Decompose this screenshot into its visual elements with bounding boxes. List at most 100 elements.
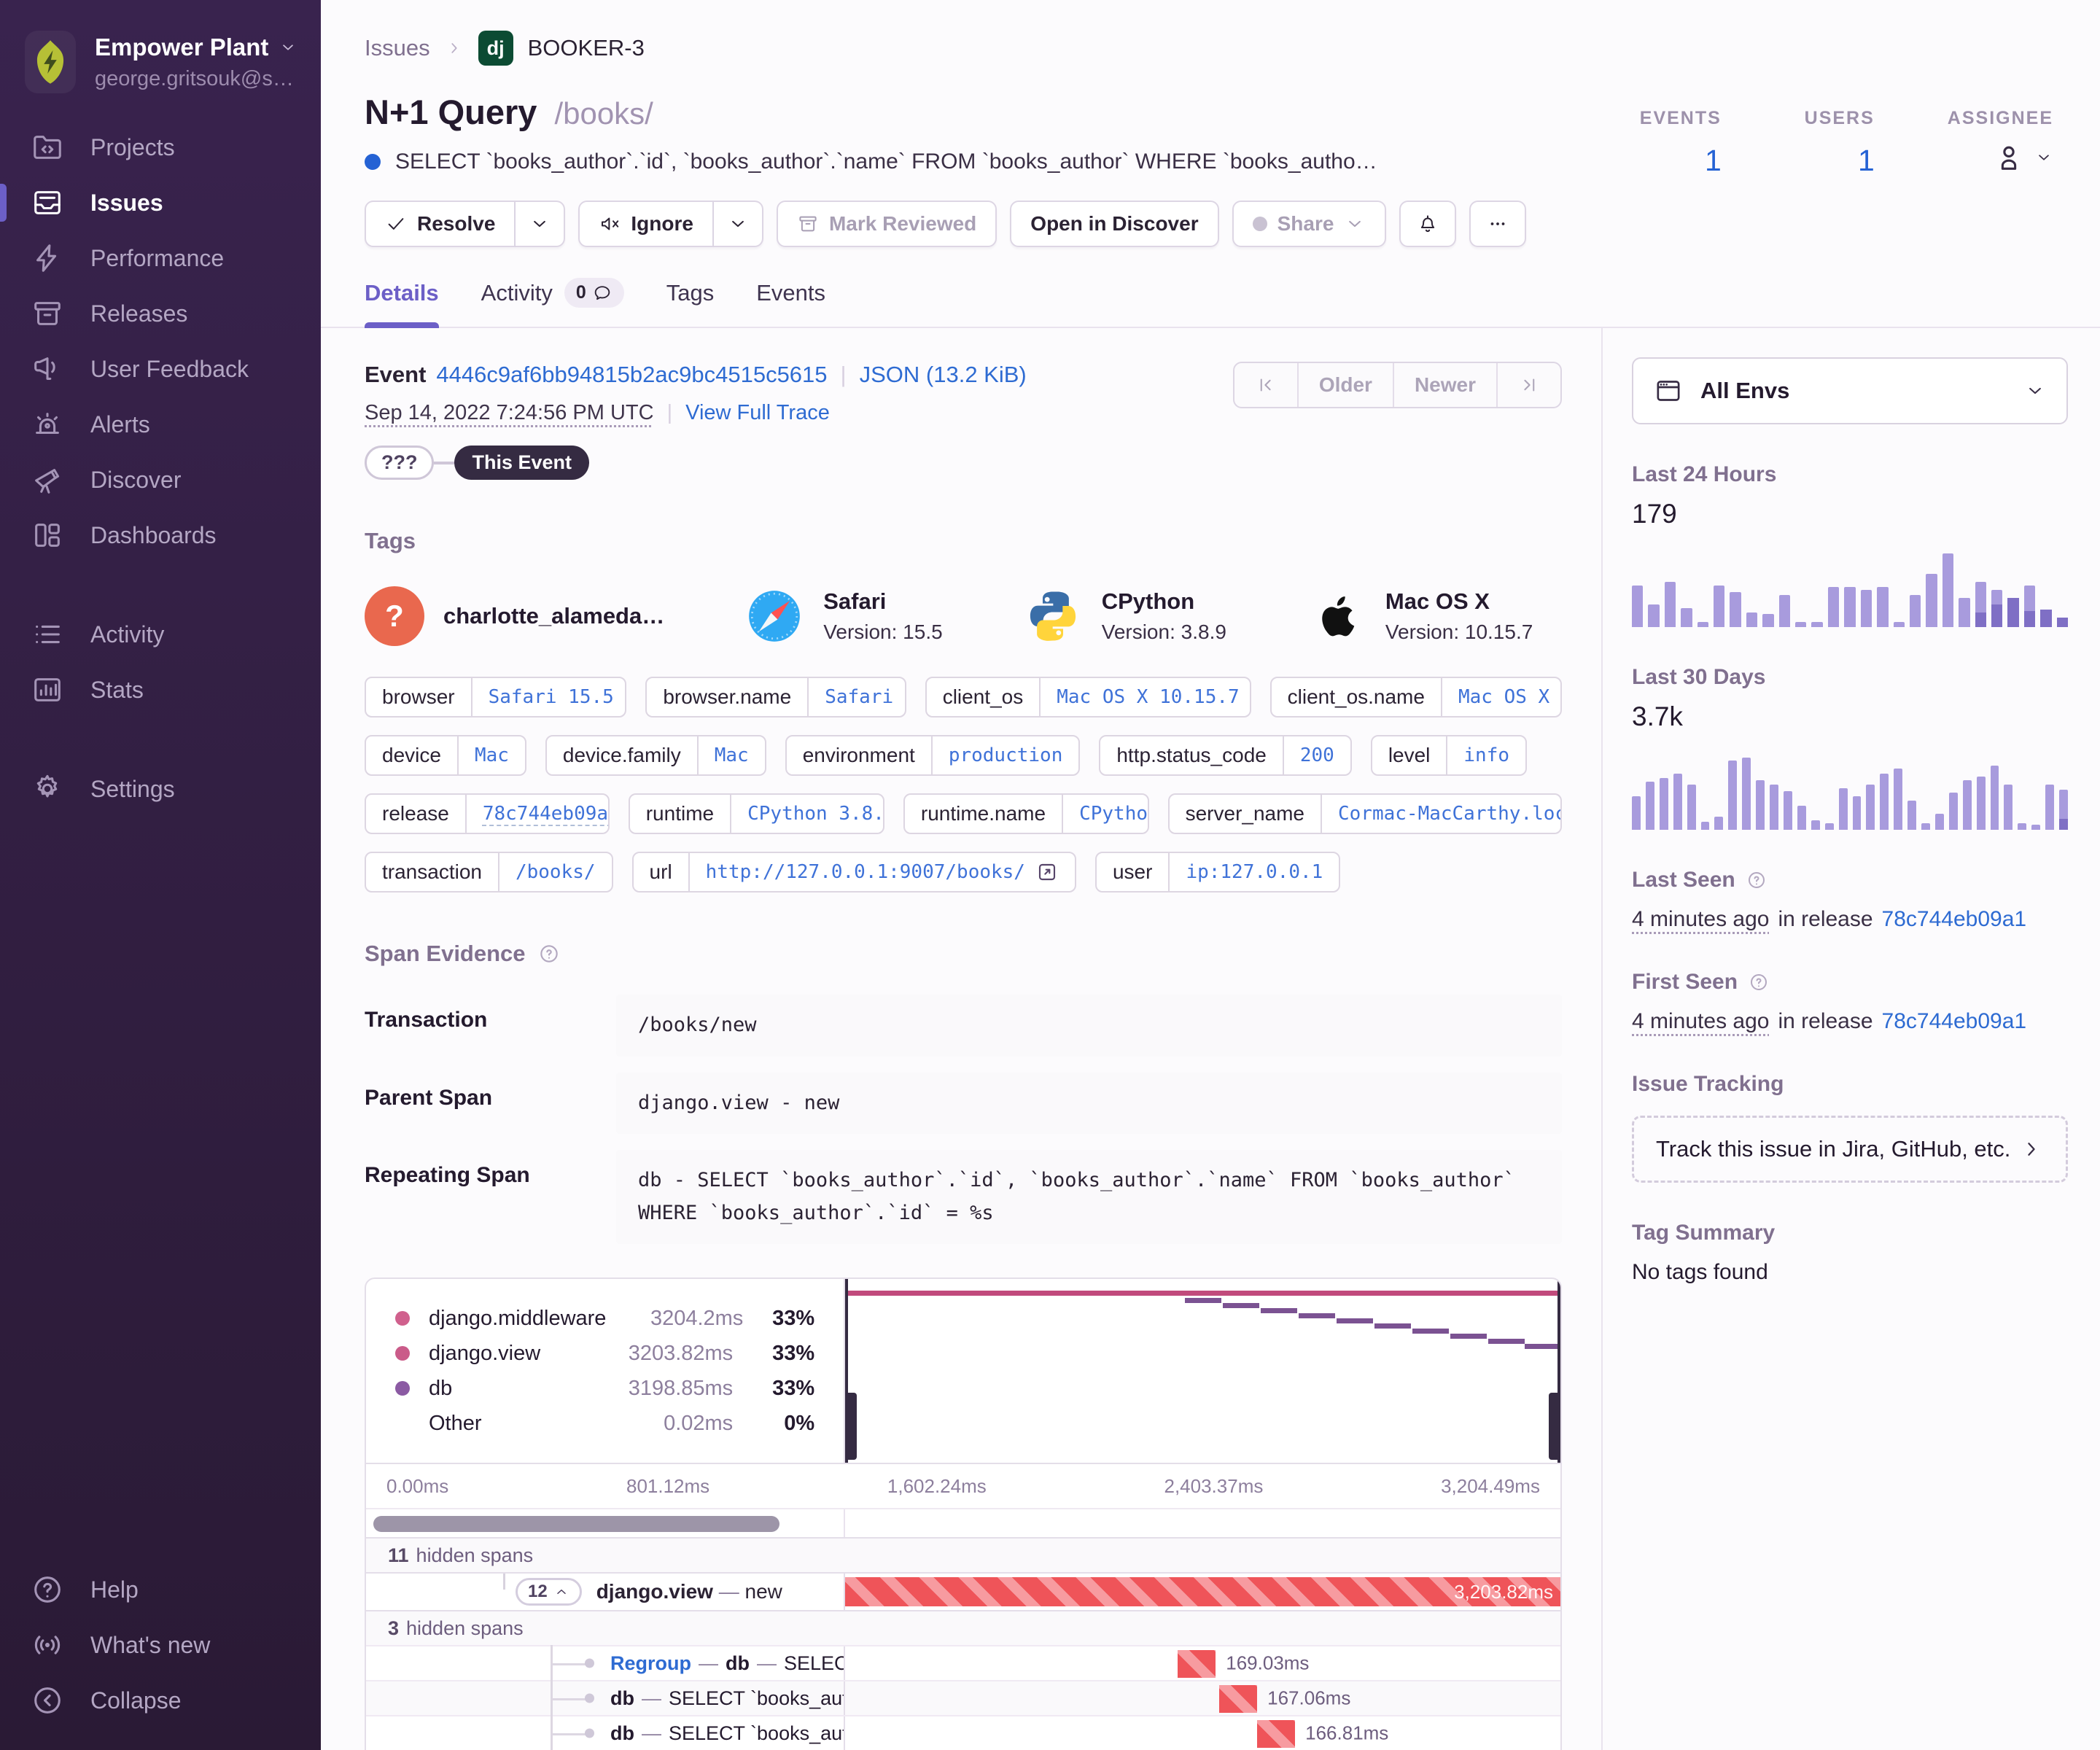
tab-events[interactable]: Events — [756, 279, 826, 306]
sidebar-item-user-feedback[interactable]: User Feedback — [0, 341, 321, 397]
tag-pill-client_os[interactable]: client_os Mac OS X 10.15.7 — [925, 677, 1251, 718]
open-in-discover-button[interactable]: Open in Discover — [1010, 201, 1219, 247]
view-full-trace-link[interactable]: View Full Trace — [685, 401, 830, 424]
evidence-label: Transaction — [365, 1008, 488, 1032]
sidebar-item-dashboards[interactable]: Dashboards — [0, 508, 321, 563]
sidebar-item-performance[interactable]: Performance — [0, 230, 321, 286]
tag-pill-runtime.name[interactable]: runtime.name CPython — [903, 793, 1149, 834]
sidebar-item-label: Alerts — [90, 411, 150, 438]
newer-event-button[interactable]: Newer — [1392, 363, 1496, 407]
tag-pill-server_name[interactable]: server_name Cormac-MacCarthy.local — [1167, 793, 1562, 834]
sidebar-item-issues[interactable]: Issues — [0, 175, 321, 230]
tag-value[interactable]: Cormac-MacCarthy.local — [1321, 795, 1560, 833]
waterfall-scrollbar[interactable] — [373, 1516, 779, 1533]
sidebar-item-whats-new[interactable]: What's new — [0, 1617, 321, 1673]
waterfall-minimap[interactable] — [844, 1279, 1560, 1463]
resolve-button[interactable]: Resolve — [365, 201, 516, 247]
tag-pill-transaction[interactable]: transaction /books/ — [365, 852, 613, 892]
tag-pill-http.status_code[interactable]: http.status_code 200 — [1099, 735, 1352, 776]
tag-value[interactable]: 78c744eb09a1 — [464, 795, 608, 833]
tag-pill-browser.name[interactable]: browser.name Safari — [645, 677, 906, 718]
chevron-down-icon — [279, 38, 298, 57]
tag-value[interactable]: http://127.0.0.1:9007/books/ — [688, 853, 1075, 891]
tab-activity[interactable]: Activity 0 — [481, 278, 624, 327]
tag-pill-browser[interactable]: browser Safari 15.5 — [365, 677, 627, 718]
ignore-dropdown-button[interactable] — [713, 201, 763, 247]
oldest-event-button[interactable] — [1234, 363, 1297, 407]
tag-value[interactable]: Mac — [696, 736, 765, 774]
tab-details[interactable]: Details — [365, 278, 439, 328]
tag-pill-user[interactable]: user ip:127.0.0.1 — [1094, 852, 1341, 892]
span-row[interactable]: Regroup— db—SELECT `boo 169.03ms — [366, 1645, 1560, 1681]
tag-pill-runtime[interactable]: runtime CPython 3.8.9 — [628, 793, 884, 834]
tag-value[interactable]: Mac OS X — [1440, 678, 1560, 716]
tag-pill-environment[interactable]: environment production — [785, 735, 1081, 776]
sidebar-item-alerts[interactable]: Alerts — [0, 397, 321, 452]
first-seen-label: First Seen — [1632, 970, 1738, 994]
mark-reviewed-button[interactable]: Mark Reviewed — [776, 201, 998, 247]
tag-value[interactable]: Mac OS X 10.15.7 — [1039, 678, 1249, 716]
regroup-link[interactable]: Regroup — [610, 1652, 691, 1674]
tag-value[interactable]: 200 — [1282, 736, 1350, 774]
collapse-group-button[interactable]: 12 — [516, 1578, 582, 1606]
tag-value[interactable]: Mac — [456, 736, 525, 774]
assignee-selector[interactable] — [1992, 141, 2053, 174]
tag-value[interactable]: CPython 3.8.9 — [730, 795, 883, 833]
org-switcher[interactable]: Empower Plant george.gritsouk@s… — [0, 0, 321, 115]
hidden-spans-row[interactable]: 11 hidden spans — [366, 1537, 1560, 1573]
event-id-link[interactable]: 4446c9af6bb94815b2ac9bc4515c5615 — [436, 362, 828, 387]
stat-value[interactable]: 1 — [1704, 144, 1722, 177]
environment-select[interactable]: All Envs — [1632, 357, 2068, 424]
hidden-spans-row[interactable]: 3 hidden spans — [366, 1610, 1560, 1646]
last-seen-release-link[interactable]: 78c744eb09a1 — [1881, 907, 2027, 931]
resolve-dropdown-button[interactable] — [516, 201, 566, 247]
tag-value[interactable]: production — [930, 736, 1079, 774]
tag-pill-client_os.name[interactable]: client_os.name Mac OS X — [1269, 677, 1562, 718]
tag-value[interactable]: ip:127.0.0.1 — [1168, 853, 1339, 891]
tag-pill-device.family[interactable]: device.family Mac — [545, 735, 766, 776]
tag-pill-release[interactable]: release 78c744eb09a1 — [365, 793, 610, 834]
tab-tags[interactable]: Tags — [666, 279, 715, 306]
tag-pill-level[interactable]: level info — [1370, 735, 1528, 776]
sidebar-item-releases[interactable]: Releases — [0, 286, 321, 341]
skip-to-latest-button[interactable] — [1496, 363, 1560, 407]
older-event-button[interactable]: Older — [1296, 363, 1393, 407]
tag-pill-device[interactable]: device Mac — [365, 735, 526, 776]
sidebar-item-projects[interactable]: Projects — [0, 120, 321, 175]
span-row[interactable]: db—SELECT `books_author` 167.06ms — [366, 1680, 1560, 1716]
span-duration-bar[interactable] — [1257, 1720, 1296, 1749]
tag-value[interactable]: info — [1446, 736, 1525, 774]
tag-value[interactable]: /books/ — [497, 853, 612, 891]
sidebar-item-stats[interactable]: Stats — [0, 662, 321, 718]
external-link-icon[interactable] — [1035, 860, 1059, 884]
sidebar-item-settings[interactable]: Settings — [0, 761, 321, 817]
tag-key: release — [382, 802, 449, 825]
minimap-right-handle[interactable] — [1549, 1393, 1560, 1461]
tag-pill-url[interactable]: url http://127.0.0.1:9007/books/ — [631, 852, 1076, 892]
stat-value[interactable]: 1 — [1857, 144, 1875, 177]
tag-value[interactable]: Safari 15.5 — [470, 678, 626, 716]
span-row[interactable]: db—SELECT `books_author` 166.81ms — [366, 1715, 1560, 1750]
span-duration-bar[interactable] — [1219, 1685, 1258, 1714]
share-button[interactable]: Share — [1232, 201, 1387, 247]
sidebar-item-label: Issues — [90, 189, 163, 216]
more-actions-button[interactable] — [1469, 201, 1527, 247]
span-duration-bar[interactable] — [1178, 1650, 1216, 1679]
sidebar-item-help[interactable]: Help — [0, 1562, 321, 1617]
track-issue-button[interactable]: Track this issue in Jira, GitHub, etc. — [1632, 1116, 2068, 1183]
minimap-left-handle[interactable] — [845, 1393, 858, 1461]
span-duration-bar[interactable]: 3,203.82ms — [845, 1577, 1560, 1607]
breadcrumb-issues-link[interactable]: Issues — [365, 35, 430, 61]
sidebar-item-activity[interactable]: Activity — [0, 607, 321, 662]
subscribe-bell-button[interactable] — [1399, 201, 1457, 247]
first-seen-release-link[interactable]: 78c744eb09a1 — [1881, 1009, 2027, 1033]
last-24h-label: Last 24 Hours — [1632, 462, 1777, 486]
tag-value[interactable]: Safari — [807, 678, 904, 716]
sidebar-item-collapse[interactable]: Collapse — [0, 1673, 321, 1728]
event-timestamp: Sep 14, 2022 7:24:56 PM UTC — [365, 401, 654, 424]
tag-value[interactable]: CPython — [1062, 795, 1148, 833]
trace-unknown-pill[interactable]: ??? — [365, 446, 435, 480]
ignore-button[interactable]: Ignore — [578, 201, 714, 247]
sidebar-item-discover[interactable]: Discover — [0, 452, 321, 508]
event-json-link[interactable]: JSON (13.2 KiB) — [859, 362, 1027, 387]
